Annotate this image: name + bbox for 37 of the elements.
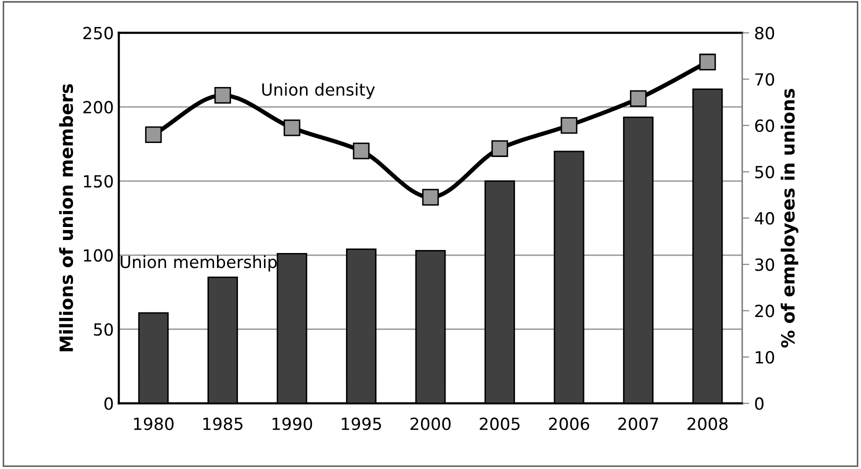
- y2-tick-label: 80: [755, 26, 774, 40]
- x-tick-label: 2000: [410, 418, 451, 430]
- point: [491, 140, 508, 157]
- y-tick-label: 100: [84, 249, 113, 262]
- y-tick-label: 200: [83, 100, 113, 114]
- y2-tick-label: 0: [755, 397, 764, 410]
- x-tick-label: 1985: [203, 418, 242, 430]
- y-tick-label: 150: [84, 174, 113, 188]
- point: [422, 188, 439, 206]
- y2-tick-label: 60: [755, 119, 774, 132]
- point: [560, 117, 578, 134]
- y2-tick-label: 20: [755, 304, 774, 318]
- y2-tick-label: 70: [755, 73, 774, 86]
- x-tick-label: 1995: [342, 418, 381, 430]
- y2-tick-label: 10: [756, 350, 774, 364]
- x-tick-label: 2007: [618, 418, 658, 430]
- x-tick-label: 1980: [134, 418, 174, 430]
- point: [352, 142, 370, 160]
- point: [145, 126, 162, 144]
- x-tick-label: 2006: [549, 418, 590, 430]
- x-tick-label: 1990: [272, 418, 312, 430]
- y2-tick-label: 40: [754, 212, 774, 225]
- y2-tick-label: 30: [755, 258, 774, 271]
- y2-tick-label: 50: [755, 166, 774, 178]
- point: [214, 87, 232, 104]
- point: [284, 119, 300, 136]
- series-label: Union density: [262, 82, 375, 100]
- series-label: Union membership: [120, 255, 277, 272]
- x-tick-label: 2005: [480, 418, 520, 430]
- y2-axis-title: % of employees in unions: [780, 88, 798, 348]
- y-tick-label: 250: [83, 26, 113, 40]
- point: [630, 90, 647, 107]
- y-axis-title: Millions of union members: [59, 84, 74, 352]
- y-tick-label: 0: [104, 397, 113, 410]
- point: [699, 54, 716, 70]
- y-tick-label: 50: [94, 323, 113, 336]
- x-tick-label: 2008: [688, 418, 728, 430]
